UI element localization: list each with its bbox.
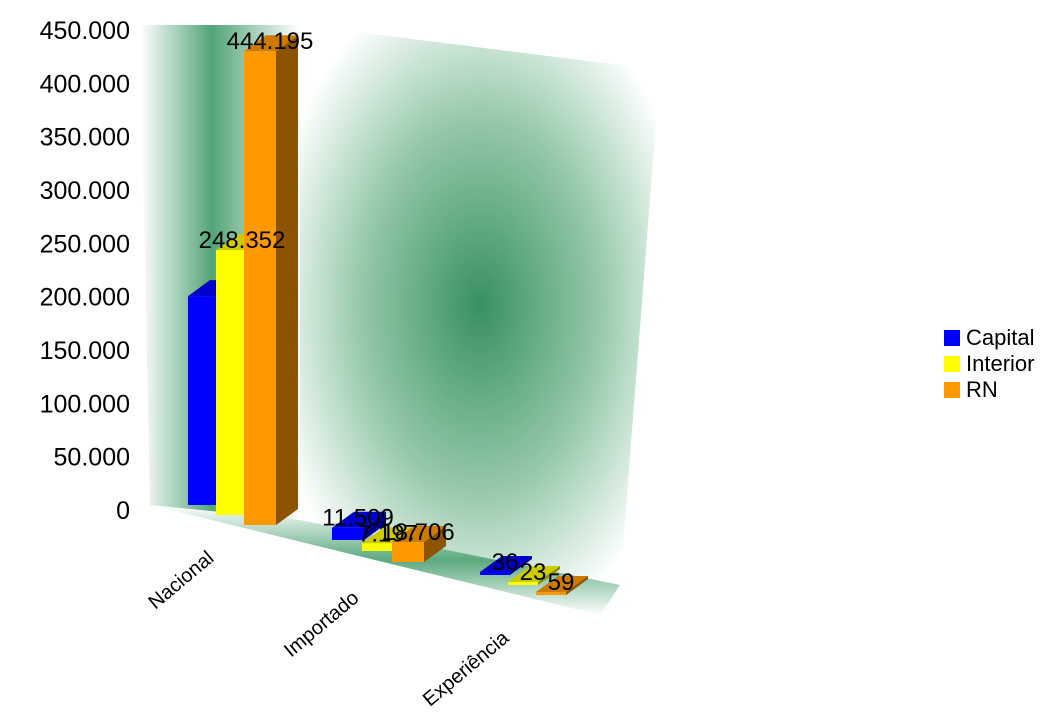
y-tick-label: 300.000 xyxy=(40,177,130,205)
bar-front-face xyxy=(480,572,510,575)
bar-capital-experiência xyxy=(480,556,532,575)
bar-side-face xyxy=(566,576,588,595)
data-label: 18.706 xyxy=(381,519,454,546)
data-label: 7.197 xyxy=(358,520,418,547)
y-tick-label: 0 xyxy=(116,497,130,525)
y-tick-label: 350.000 xyxy=(40,124,130,152)
bar-top-face xyxy=(480,556,532,572)
data-label: 444.195 xyxy=(227,28,314,55)
legend-label: Capital xyxy=(966,325,1034,350)
bar-rn-experiência xyxy=(536,576,588,595)
data-label: 11.509 xyxy=(322,505,394,532)
x-tick-label: Importado xyxy=(280,587,363,662)
bar-front-face xyxy=(216,250,248,516)
legend-item-interior: Interior xyxy=(944,351,1034,376)
bar-top-face xyxy=(332,511,386,528)
bar-top-face xyxy=(362,527,416,544)
legend-label: RN xyxy=(966,377,998,402)
bar-side-face xyxy=(510,556,532,575)
bar-front-face xyxy=(392,542,424,562)
data-label: 36 xyxy=(492,549,519,576)
bar-side-face xyxy=(424,526,446,562)
bar-top-face xyxy=(392,526,446,543)
bar-front-face xyxy=(362,543,394,551)
y-tick-label: 150.000 xyxy=(40,337,130,365)
data-label: 23 xyxy=(520,559,547,586)
bar-front-face xyxy=(244,51,276,525)
bar-capital-importado xyxy=(332,511,386,540)
y-tick-label: 250.000 xyxy=(40,230,130,258)
bar-front-face xyxy=(508,582,538,585)
bar-front-face xyxy=(188,296,220,505)
data-label: 248.352 xyxy=(199,227,286,254)
y-tick-label: 450.000 xyxy=(40,17,130,45)
bar-rn-nacional xyxy=(244,35,298,525)
bar-top-face xyxy=(508,566,560,582)
bar-top-face xyxy=(536,576,588,592)
y-tick-label: 400.000 xyxy=(40,70,130,98)
y-tick-label: 100.000 xyxy=(40,390,130,418)
bar-side-face xyxy=(276,35,298,525)
bar-interior-experiência xyxy=(508,566,560,585)
bar-side-face xyxy=(538,566,560,585)
legend-swatch xyxy=(944,330,960,346)
y-tick-label: 50.000 xyxy=(54,444,130,472)
x-tick-label: Experiência xyxy=(419,626,514,711)
bars-group xyxy=(188,35,588,595)
legend-swatch xyxy=(944,356,960,372)
bar-side-face xyxy=(364,511,386,540)
bar-rn-importado xyxy=(392,526,446,562)
legend-item-rn: RN xyxy=(944,377,998,402)
legend-swatch xyxy=(944,382,960,398)
data-label: 59 xyxy=(548,569,575,596)
back-wall xyxy=(300,25,660,585)
x-tick-label: Nacional xyxy=(144,547,218,614)
bar-front-face xyxy=(332,527,364,540)
bar-top-face xyxy=(244,35,298,52)
floor xyxy=(150,505,620,615)
y-axis: 0 50.000 100.000 150.000 200.000 250.000 300.0… xyxy=(40,17,130,525)
bar-front-face xyxy=(536,592,566,595)
legend-item-capital: Capital xyxy=(944,325,1034,350)
y-tick-label: 200.000 xyxy=(40,284,130,312)
legend-label: Interior xyxy=(966,351,1034,376)
